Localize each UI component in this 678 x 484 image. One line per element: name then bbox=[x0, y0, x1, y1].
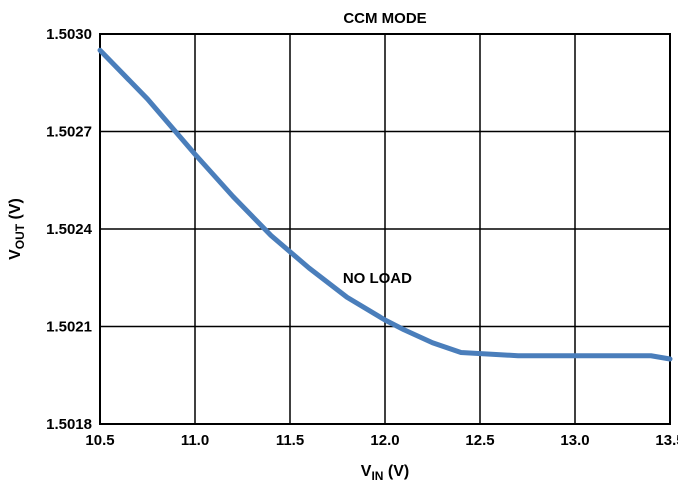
y-axis-label-subscript: OUT bbox=[13, 223, 27, 249]
y-axis-label-main: V bbox=[7, 249, 24, 260]
x-tick-label: 11.5 bbox=[276, 432, 304, 449]
x-tick-label: 13.0 bbox=[560, 432, 589, 449]
series-line bbox=[97, 47, 673, 362]
plot-frame bbox=[99, 33, 671, 425]
y-tick-label: 1.5024 bbox=[46, 221, 93, 238]
chart-title: CCM MODE bbox=[343, 10, 426, 27]
y-axis-label: VOUT (V) bbox=[7, 198, 27, 260]
x-axis-label-subscript: IN bbox=[371, 469, 383, 483]
x-tick-label: 12.5 bbox=[465, 432, 494, 449]
x-tick-label: 12.0 bbox=[370, 432, 399, 449]
y-axis-label-unit: (V) bbox=[7, 198, 24, 224]
y-tick-label: 1.5030 bbox=[46, 26, 92, 43]
y-tick-label: 1.5018 bbox=[46, 416, 92, 433]
y-axis-tick-labels: 1.5018 1.5021 1.5024 1.5027 1.5030 bbox=[46, 26, 93, 433]
x-axis-label-main: V bbox=[361, 463, 372, 480]
x-axis-label-unit: (V) bbox=[383, 463, 409, 480]
x-tick-label: 10.5 bbox=[85, 432, 114, 449]
y-tick-label: 1.5021 bbox=[46, 319, 92, 336]
x-axis-tick-labels: 10.5 11.0 11.5 12.0 12.5 13.0 13.5 bbox=[85, 432, 678, 449]
x-tick-label: 13.5 bbox=[655, 432, 678, 449]
y-tick-label: 1.5027 bbox=[46, 124, 92, 141]
annotation-no-load: NO LOAD bbox=[343, 270, 412, 287]
x-axis-label: VIN (V) bbox=[361, 463, 409, 483]
x-tick-label: 11.0 bbox=[181, 432, 209, 449]
